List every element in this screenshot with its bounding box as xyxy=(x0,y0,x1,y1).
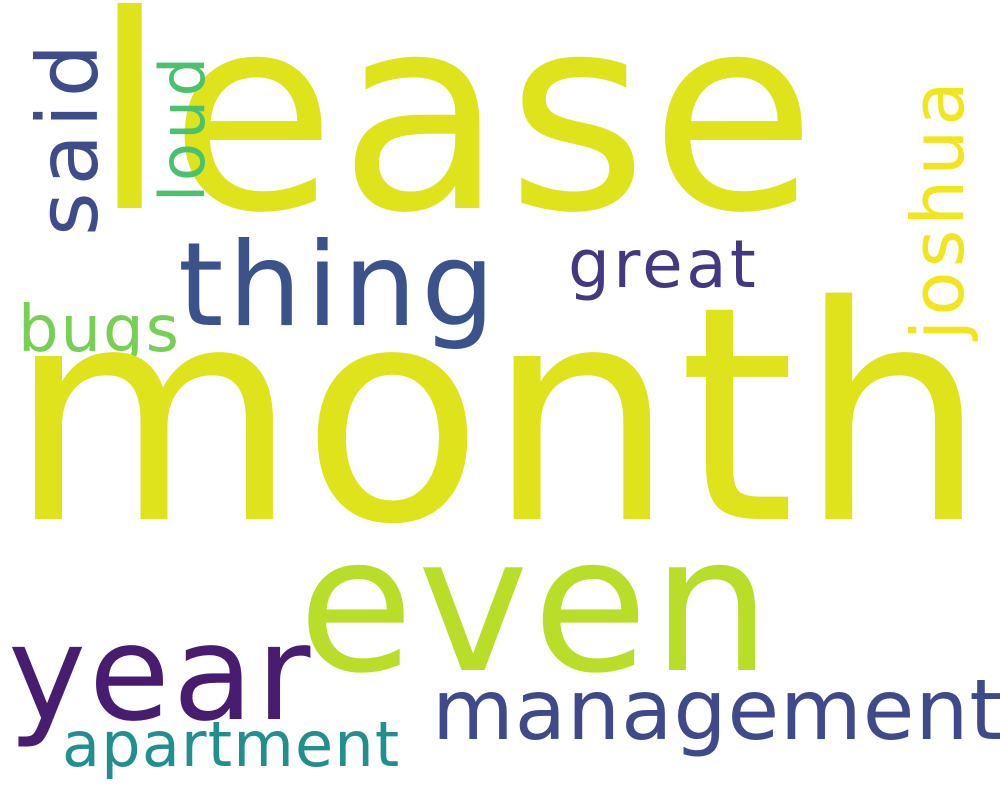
word-great: great xyxy=(568,226,760,303)
word-thing: thing xyxy=(178,218,500,353)
word-lease: lease xyxy=(92,0,819,272)
word-management: management xyxy=(432,661,1000,759)
word-bugs: bugs xyxy=(18,293,181,367)
word-apartment: apartment xyxy=(62,708,401,781)
word-loud: loud xyxy=(146,53,219,202)
word-month: month xyxy=(8,243,991,590)
word-year: year xyxy=(8,597,314,751)
word-even: even xyxy=(298,496,775,715)
word-said: said xyxy=(19,37,117,236)
